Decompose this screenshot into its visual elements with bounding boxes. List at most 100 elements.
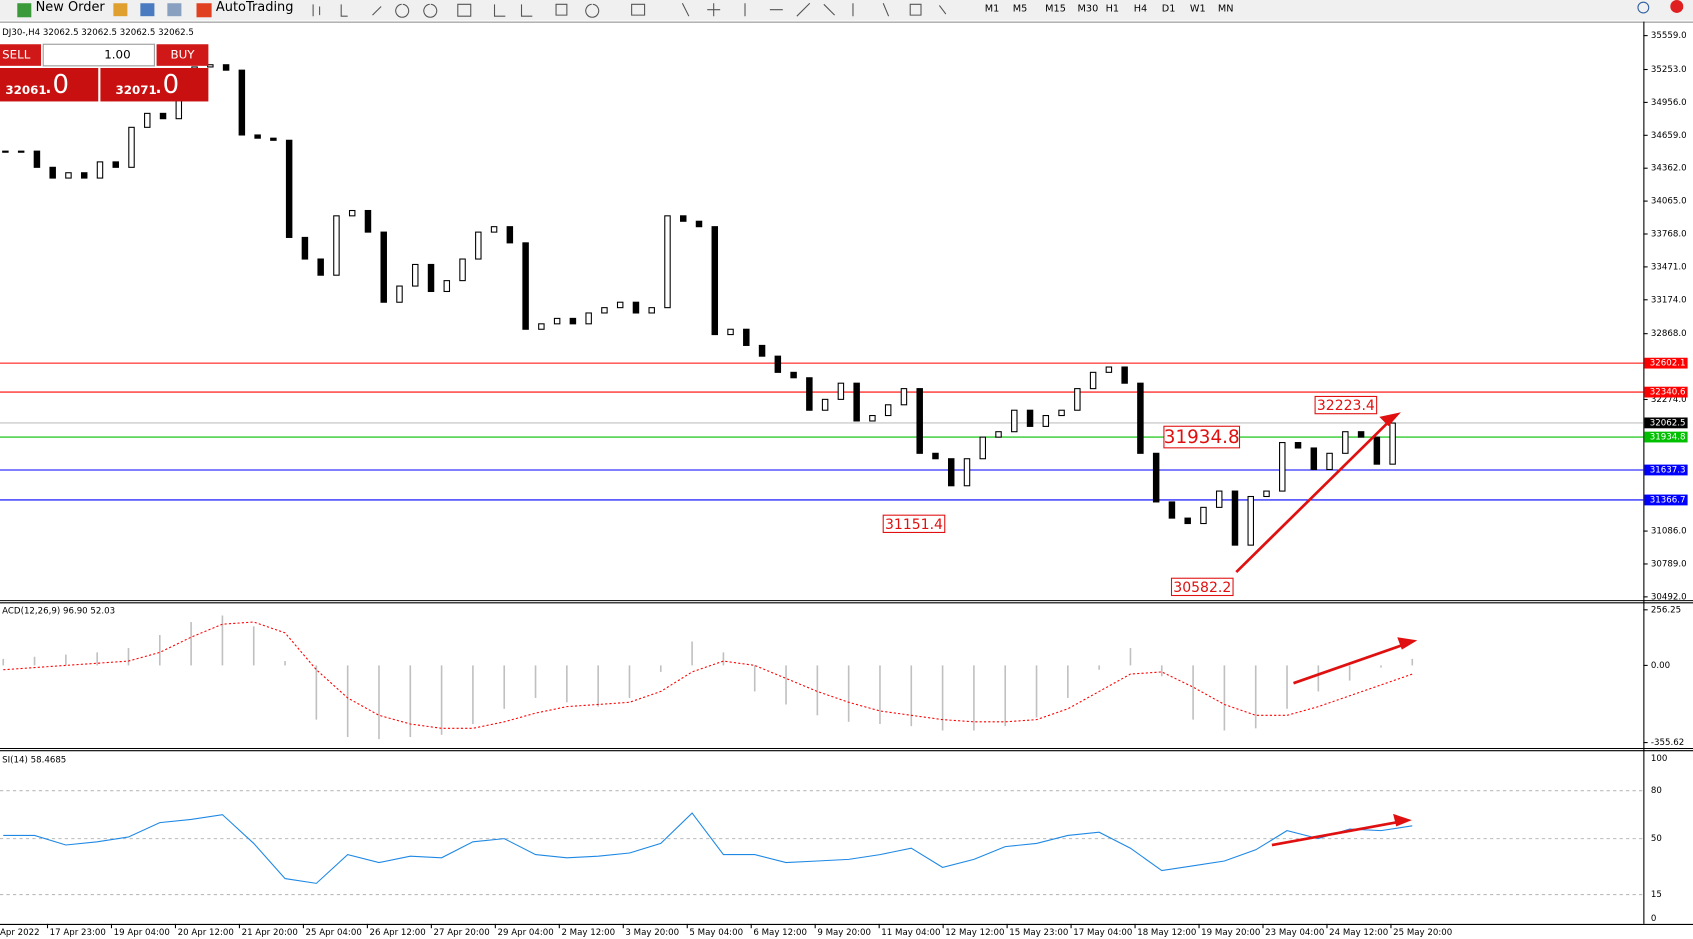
timeframe[interactable]: H1 (1106, 4, 1119, 15)
y-tick-label: 33471.0 (1651, 262, 1687, 272)
candle (648, 307, 655, 314)
ask-box[interactable] (100, 67, 209, 102)
candle (1310, 447, 1318, 471)
level-label: 31366.7 (1650, 495, 1686, 505)
candle (1105, 366, 1113, 373)
level-label: 31637.3 (1650, 466, 1686, 476)
time-label: 26 Apr 12:00 (370, 928, 426, 938)
arrow-head (1393, 813, 1412, 827)
candle (869, 414, 876, 422)
candle (1389, 422, 1396, 465)
lot-value[interactable]: 1.00 (104, 48, 130, 62)
candle (884, 404, 892, 417)
buy-label[interactable]: BUY (170, 48, 195, 62)
y-tick-label: 35253.0 (1651, 65, 1687, 75)
annotation-box (1163, 425, 1241, 449)
arrow (1235, 422, 1389, 573)
candle (616, 301, 624, 309)
tool-icon[interactable] (167, 3, 182, 17)
level-label-box (1644, 417, 1688, 429)
ask-frac[interactable]: .0 (154, 70, 179, 100)
candle (2, 150, 9, 153)
candle (112, 161, 119, 168)
alert-icon[interactable] (1670, 0, 1684, 13)
lot-input[interactable] (42, 43, 155, 67)
timeframe[interactable]: M1 (985, 4, 1000, 15)
annotation-box (882, 514, 946, 533)
candle (506, 226, 514, 244)
sell-button[interactable] (0, 44, 42, 66)
candle (1247, 495, 1254, 546)
rsi-line (3, 812, 1413, 884)
timeframe[interactable]: MN (1218, 4, 1234, 15)
candle (333, 215, 340, 276)
candle (144, 112, 151, 128)
candle (695, 220, 703, 228)
time-label: 24 May 12:00 (1329, 928, 1388, 938)
tool-icon[interactable] (140, 3, 155, 17)
timeframe[interactable]: D1 (1162, 4, 1176, 15)
time-label: 29 Apr 04:00 (497, 928, 553, 938)
ask[interactable]: 32071 (116, 83, 157, 97)
time-label: 20 Apr 12:00 (178, 928, 234, 938)
y-tick-label: 15 (1651, 890, 1662, 900)
y-tick-label: 31086.0 (1651, 527, 1687, 537)
chart-header: DJ30-,H4 32062.5 32062.5 32062.5 32062.5 (2, 28, 194, 38)
candle (1279, 442, 1286, 492)
sell-label[interactable]: SELL (2, 48, 31, 62)
y-tick-label: 34659.0 (1651, 131, 1687, 141)
candle (490, 226, 498, 233)
level-label: 32340.6 (1650, 388, 1686, 398)
candle (1342, 431, 1349, 454)
timeframe[interactable]: M30 (1078, 4, 1099, 15)
bid[interactable]: 32061 (5, 83, 46, 97)
autotrading-icon[interactable] (196, 3, 212, 18)
timeframe[interactable]: M15 (1045, 4, 1066, 15)
buy-button[interactable] (156, 44, 209, 66)
candle (1089, 371, 1097, 390)
candle (947, 458, 955, 487)
time-label: 25 Apr 04:00 (306, 928, 362, 938)
bid-box[interactable] (0, 67, 99, 102)
y-tick-label: 35559.0 (1651, 31, 1687, 41)
candle (569, 317, 577, 325)
level-label-box (1644, 386, 1688, 398)
new-order[interactable]: New Order (36, 0, 106, 15)
level-label: 32062.5 (1650, 418, 1686, 428)
candle (96, 161, 104, 179)
time-label: 5 May 04:00 (689, 928, 743, 938)
annotation: 32223.4 (1317, 398, 1375, 414)
annotation-box (1314, 395, 1378, 415)
candle (1026, 409, 1034, 427)
level-label-box (1644, 464, 1688, 476)
candle (853, 382, 860, 422)
timeframe[interactable]: W1 (1190, 4, 1206, 15)
bid-frac[interactable]: .0 (44, 70, 69, 100)
y-tick-label: 0 (1651, 914, 1657, 924)
tool-icon[interactable] (113, 3, 128, 17)
arrow-head (1379, 412, 1401, 427)
candle (222, 64, 230, 71)
candle (364, 209, 372, 233)
timeframe[interactable]: H4 (1134, 4, 1147, 15)
time-label: Apr 2022 (0, 928, 40, 938)
candle (1326, 452, 1333, 471)
trend-arrows (1235, 412, 1418, 847)
auto-trading[interactable]: AutoTrading (216, 0, 294, 15)
time-label: 18 May 12:00 (1137, 928, 1196, 938)
candle (963, 458, 971, 487)
candle (396, 285, 403, 303)
time-label: 15 May 23:00 (1009, 928, 1068, 938)
candle (65, 172, 72, 179)
timeframe[interactable]: M5 (1013, 4, 1028, 15)
candle (806, 377, 813, 411)
candle (427, 263, 435, 293)
time-label: 21 Apr 20:00 (242, 928, 298, 938)
y-tick-label: 33174.0 (1651, 295, 1687, 305)
new-order-icon[interactable] (17, 3, 32, 18)
candle (632, 301, 640, 314)
candle (1357, 431, 1365, 438)
candle (711, 226, 719, 336)
search-icon[interactable] (1637, 1, 1650, 14)
